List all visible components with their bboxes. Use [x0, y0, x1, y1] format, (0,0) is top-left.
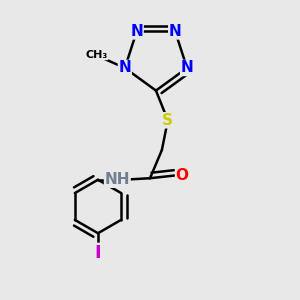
Text: N: N [169, 24, 182, 39]
Text: N: N [181, 61, 194, 76]
Text: NH: NH [105, 172, 130, 187]
Text: S: S [162, 113, 173, 128]
Text: O: O [176, 168, 189, 183]
Text: I: I [95, 244, 101, 262]
Text: N: N [130, 24, 143, 39]
Text: N: N [118, 61, 131, 76]
Text: CH₃: CH₃ [85, 50, 108, 60]
